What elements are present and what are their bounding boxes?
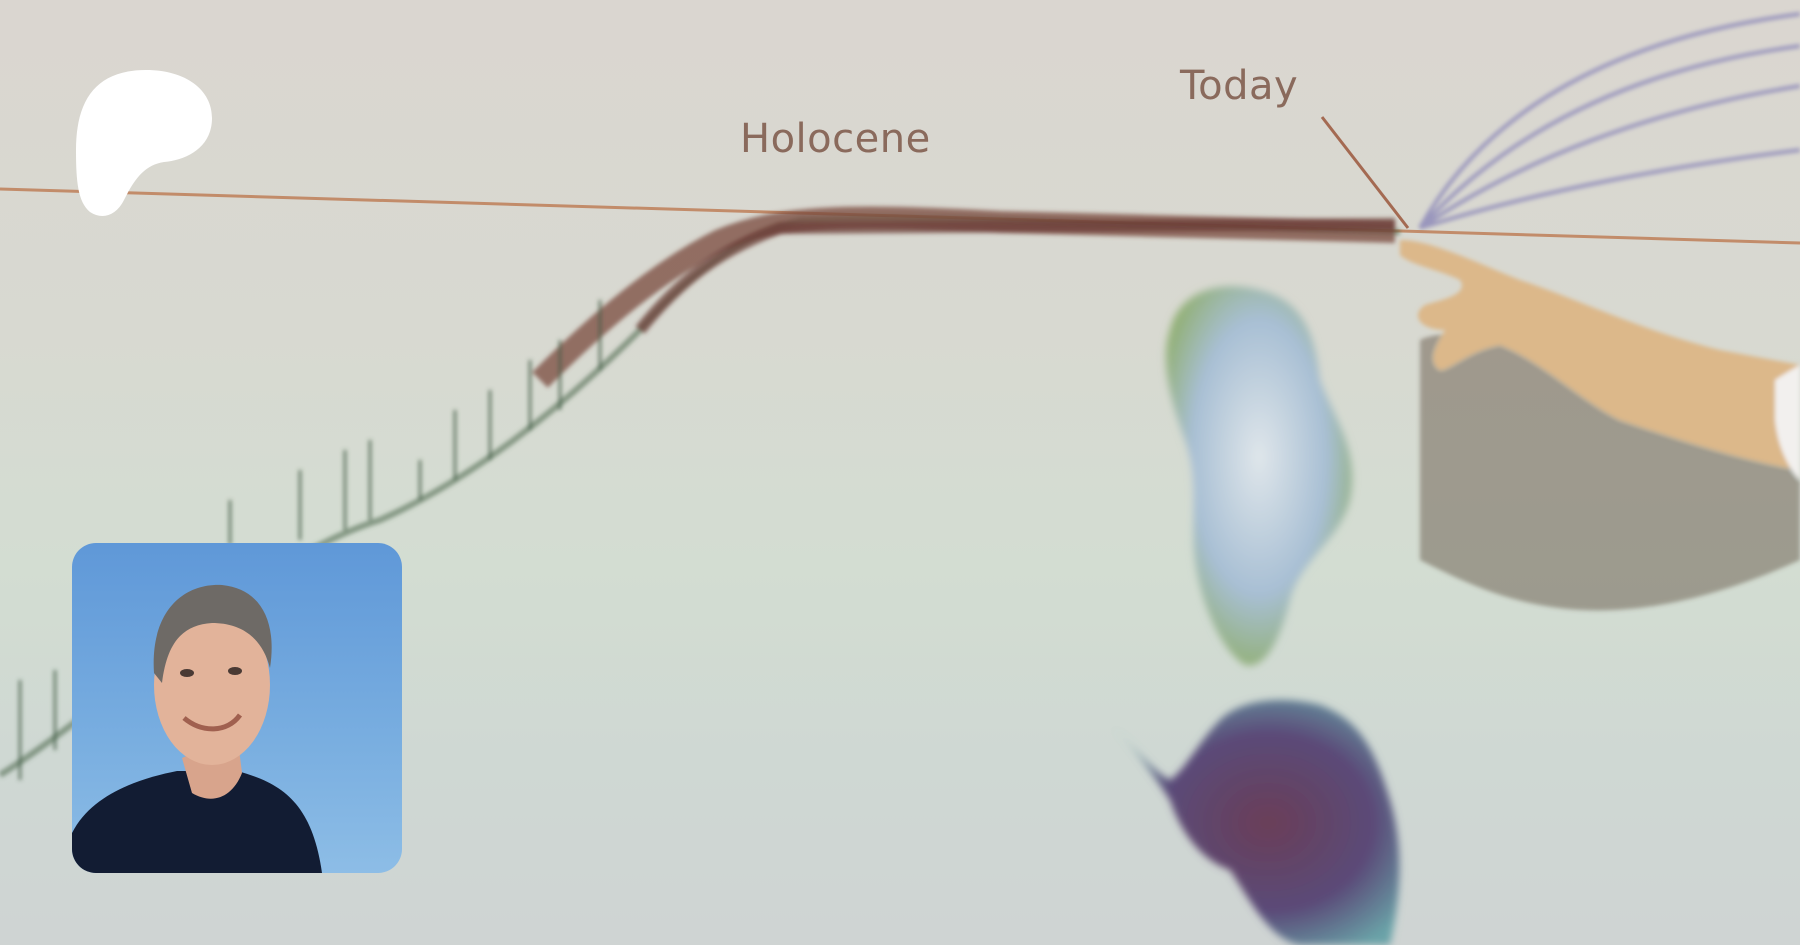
greenland-map <box>1165 286 1353 666</box>
avatar-photo-icon <box>72 584 322 873</box>
pointing-hand <box>1400 240 1800 611</box>
creator-avatar[interactable] <box>72 543 402 873</box>
antarctica-map <box>1108 700 1400 945</box>
holocene-label: Holocene <box>740 116 931 162</box>
patreon-logo-icon[interactable] <box>76 70 212 218</box>
today-label: Today <box>1180 63 1299 109</box>
today-pointer-line <box>1320 116 1410 229</box>
projection-lines <box>1418 12 1800 230</box>
